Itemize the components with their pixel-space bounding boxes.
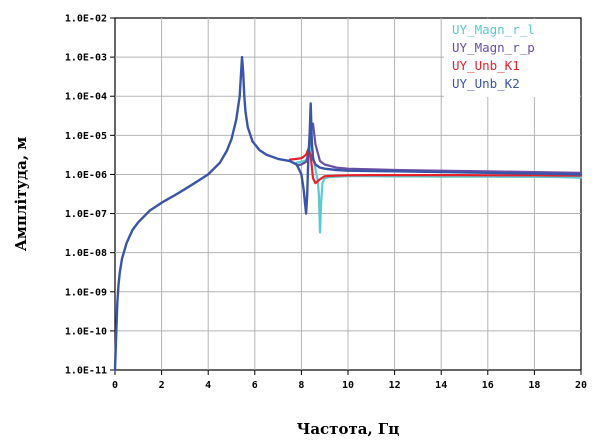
x-tick-label: 18 <box>528 380 540 391</box>
y-tick-label: 1.0E-11 <box>65 366 107 377</box>
series-lines <box>113 55 583 372</box>
legend-entry: UY_Magn_r_l <box>452 22 535 37</box>
x-tick-label: 0 <box>112 380 118 391</box>
y-tick-label: 1.0E-05 <box>65 131 107 142</box>
x-tick-label: 10 <box>342 380 354 391</box>
x-tick-label: 20 <box>575 380 587 391</box>
y-tick-labels: 1.0E-11 1.0E-10 1.0E-09 1.0E-08 1.0E-07 1.0E-… <box>65 14 107 377</box>
y-tick-label: 1.0E-04 <box>65 92 107 103</box>
y-tick-label: 1.0E-08 <box>65 248 107 259</box>
y-tick-label: 1.0E-09 <box>65 287 107 298</box>
y-tick-label: 1.0E-03 <box>65 53 107 64</box>
legend: UY_Magn_r_l UY_Magn_r_p UY_Unb_K1 UY_Unb_K2 <box>444 19 580 97</box>
x-axis-title: Частота, Гц <box>297 420 400 438</box>
x-tick-label: 6 <box>252 380 258 391</box>
x-tick-labels: 0 2 4 6 8 10 12 14 16 18 20 <box>112 380 587 391</box>
legend-entry: UY_Magn_r_p <box>452 40 535 55</box>
y-tick-label: 1.0E-06 <box>65 170 107 181</box>
x-tick-label: 8 <box>298 380 304 391</box>
y-tick-label: 1.0E-10 <box>65 326 107 337</box>
x-tick-label: 16 <box>482 380 494 391</box>
legend-entry: UY_Unb_K1 <box>452 58 520 73</box>
legend-box <box>444 19 580 97</box>
y-axis-title: Амплітуда, м <box>12 137 30 252</box>
x-tick-label: 2 <box>159 380 165 391</box>
y-tick-label: 1.0E-07 <box>65 209 107 220</box>
x-tick-label: 14 <box>435 380 447 391</box>
y-tick-label: 1.0E-02 <box>65 14 107 25</box>
x-tick-label: 4 <box>205 380 211 391</box>
legend-entry: UY_Unb_K2 <box>452 76 520 91</box>
x-tick-label: 12 <box>389 380 401 391</box>
series-line-uy-unb-k2 <box>113 55 583 372</box>
